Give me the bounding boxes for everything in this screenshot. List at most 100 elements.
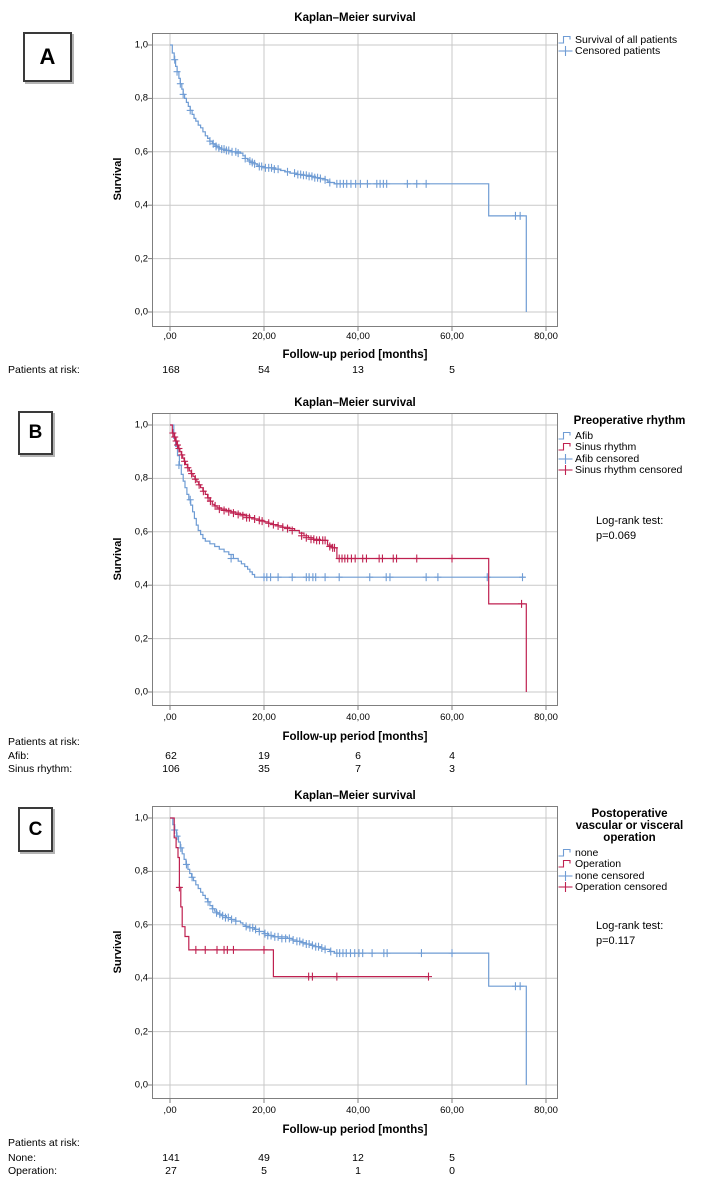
log-rank-annotation: Log-rank test: p=0.069 bbox=[596, 514, 663, 544]
x-tick-label: 60,00 bbox=[440, 1105, 464, 1116]
legend-item: Afib censored bbox=[558, 453, 701, 465]
y-tick-label: 0,0 bbox=[134, 686, 148, 698]
y-axis-label: Survival bbox=[112, 930, 124, 973]
y-tick-label: 0,4 bbox=[134, 972, 148, 984]
panel-label-a: A bbox=[23, 32, 72, 82]
legend-item-label: Sinus rhythm censored bbox=[575, 464, 683, 477]
x-tick-label: 20,00 bbox=[252, 331, 276, 342]
log-rank-annotation: Log-rank test: p=0.117 bbox=[596, 919, 663, 949]
log-rank-label: Log-rank test: bbox=[596, 920, 664, 932]
risk-count: 3 bbox=[449, 763, 455, 775]
x-tick-label: ,00 bbox=[163, 1105, 177, 1116]
legend: Preoperative rhythm Afib Sinus rhythm Afib… bbox=[558, 415, 701, 476]
legend-items: Afib Sinus rhythm Afib censored Sinus rhyth… bbox=[558, 430, 701, 476]
y-tick-label: 1,0 bbox=[134, 419, 148, 431]
patients-at-risk-header: Patients at risk: bbox=[8, 736, 80, 748]
risk-count: 5 bbox=[449, 364, 455, 376]
censored-plus-icon bbox=[558, 870, 573, 881]
y-tick-label: 0,6 bbox=[134, 919, 148, 931]
risk-count: 5 bbox=[449, 1152, 455, 1164]
legend-item: Operation bbox=[558, 858, 701, 871]
risk-count: 13 bbox=[352, 364, 364, 376]
risk-count: 7 bbox=[355, 763, 361, 775]
legend: Survival of all patients Censored patient… bbox=[558, 34, 701, 57]
panel-label-b: B bbox=[18, 411, 53, 455]
legend: Postoperative vascular or visceral opera… bbox=[558, 808, 701, 893]
legend-item: Sinus rhythm censored bbox=[558, 464, 701, 477]
censored-plus-icon bbox=[558, 46, 573, 57]
y-tick-label: 0,6 bbox=[134, 526, 148, 538]
risk-count: 5 bbox=[261, 1165, 267, 1177]
legend-item: Survival of all patients bbox=[558, 34, 701, 46]
legend-item-label: Censored patients bbox=[575, 45, 661, 58]
y-tick-label: 0,0 bbox=[134, 1079, 148, 1091]
y-tick-label: 1,0 bbox=[134, 39, 148, 51]
x-tick-label: 40,00 bbox=[346, 1105, 370, 1116]
km-plot bbox=[148, 806, 558, 1103]
x-tick-label: 80,00 bbox=[534, 712, 558, 723]
y-tick-label: 1,0 bbox=[134, 812, 148, 824]
risk-count: 4 bbox=[449, 750, 455, 762]
y-axis-label: Survival bbox=[112, 157, 124, 200]
censored-plus-icon bbox=[558, 465, 573, 476]
risk-count: 62 bbox=[165, 750, 177, 762]
step-line-icon bbox=[558, 431, 571, 440]
y-tick-label: 0,0 bbox=[134, 306, 148, 318]
legend-item-label: Operation bbox=[575, 858, 622, 871]
step-line-icon bbox=[558, 35, 571, 44]
risk-row-label: None: bbox=[8, 1152, 37, 1164]
risk-row-label: Afib: bbox=[8, 750, 30, 762]
risk-count: 19 bbox=[258, 750, 270, 762]
y-tick-label: 0,8 bbox=[134, 865, 148, 877]
risk-count: 12 bbox=[352, 1152, 364, 1164]
legend-item-label: Sinus rhythm bbox=[575, 441, 637, 454]
step-line-icon bbox=[558, 443, 571, 451]
x-tick-label: 20,00 bbox=[252, 1105, 276, 1116]
log-rank-label: Log-rank test: bbox=[596, 515, 664, 527]
x-axis-label: Follow-up period [months] bbox=[282, 1124, 428, 1136]
censored-plus-icon bbox=[558, 453, 573, 464]
risk-count: 35 bbox=[258, 763, 270, 775]
risk-row-label: Patients at risk: bbox=[8, 364, 80, 376]
x-tick-label: 80,00 bbox=[534, 331, 558, 342]
y-tick-label: 0,6 bbox=[134, 146, 148, 158]
km-plot bbox=[148, 413, 558, 710]
x-tick-label: 60,00 bbox=[440, 331, 464, 342]
risk-count: 49 bbox=[258, 1152, 270, 1164]
patients-at-risk-header: Patients at risk: bbox=[8, 1137, 80, 1149]
legend-item-label: Operation censored bbox=[575, 881, 668, 894]
x-tick-label: 80,00 bbox=[534, 1105, 558, 1116]
risk-count: 27 bbox=[165, 1165, 177, 1177]
legend-item: none bbox=[558, 847, 701, 859]
censored-plus-icon bbox=[558, 882, 573, 893]
legend-item-label: Survival of all patients bbox=[575, 33, 678, 46]
risk-count: 54 bbox=[258, 364, 270, 376]
legend-items: none Operation none censored Operation cens… bbox=[558, 847, 701, 893]
x-tick-label: ,00 bbox=[163, 712, 177, 723]
x-axis-label: Follow-up period [months] bbox=[282, 731, 428, 743]
legend-item-label: Afib censored bbox=[575, 452, 640, 465]
legend-item: Censored patients bbox=[558, 45, 701, 58]
risk-row-label: Sinus rhythm: bbox=[8, 763, 73, 775]
risk-count: 6 bbox=[355, 750, 361, 762]
x-tick-label: 20,00 bbox=[252, 712, 276, 723]
chart-title: Kaplan–Meier survival bbox=[294, 790, 416, 802]
legend-items: Survival of all patients Censored patient… bbox=[558, 34, 701, 57]
legend-item: Afib bbox=[558, 430, 701, 442]
y-tick-label: 0,2 bbox=[134, 1026, 148, 1038]
risk-row-label: Operation: bbox=[8, 1165, 58, 1177]
risk-count: 0 bbox=[449, 1165, 455, 1177]
x-tick-label: ,00 bbox=[163, 331, 177, 342]
risk-count: 106 bbox=[162, 763, 180, 775]
step-line-icon bbox=[558, 848, 571, 857]
legend-item: Sinus rhythm bbox=[558, 441, 701, 454]
log-rank-value: p=0.117 bbox=[596, 935, 636, 947]
legend-item-label: none censored bbox=[575, 869, 645, 882]
log-rank-value: p=0.069 bbox=[596, 530, 637, 542]
legend-item-label: none bbox=[575, 846, 599, 859]
chart-title: Kaplan–Meier survival bbox=[294, 12, 416, 24]
x-axis-label: Follow-up period [months] bbox=[282, 349, 428, 361]
